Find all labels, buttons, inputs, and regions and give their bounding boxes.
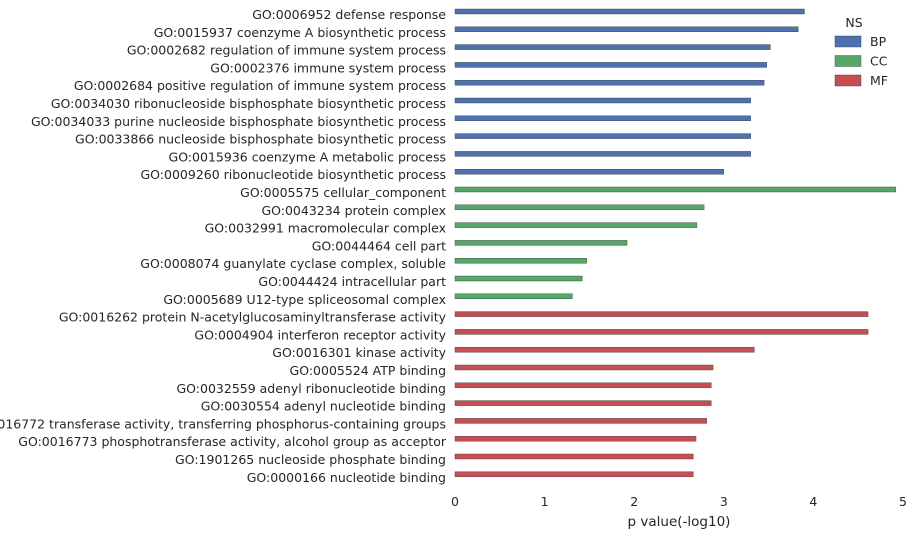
x-tick-label: 5: [899, 494, 907, 509]
category-label: GO:0016301 kinase activity: [272, 345, 446, 360]
bar-cc: [454, 186, 897, 193]
legend-label-bp: BP: [870, 34, 887, 49]
bar-mf: [454, 347, 755, 353]
bar-bp: [454, 97, 751, 104]
category-label: GO:0005524 ATP binding: [290, 363, 446, 378]
category-label: GO:0009260 ribonucleotide biosynthetic p…: [140, 167, 446, 182]
bar-bp: [454, 62, 768, 68]
category-label: GO:0005575 cellular_component: [240, 185, 446, 200]
bar-bp: [454, 115, 751, 122]
category-label: GO:0030554 adenyl nucleotide binding: [201, 399, 446, 414]
bar-cc: [454, 258, 587, 264]
bars-group: [454, 8, 897, 477]
category-label: GO:0005689 U12-type spliceosomal complex: [163, 292, 446, 307]
legend-label-cc: CC: [870, 54, 888, 69]
bar-bp: [454, 168, 724, 175]
category-label: GO:0015936 coenzyme A metabolic process: [169, 149, 446, 164]
category-label: GO:0034030 ribonucleoside bisphosphate b…: [51, 96, 446, 111]
bar-bp: [454, 44, 771, 50]
x-tick-label: 4: [809, 494, 817, 509]
legend-label-mf: MF: [870, 73, 888, 88]
bar-cc: [454, 240, 628, 246]
bar-cc: [454, 204, 705, 211]
category-label: GO:0006952 defense response: [252, 7, 446, 22]
bar-cc: [454, 275, 583, 282]
legend-title: NS: [845, 15, 862, 30]
bar-mf: [454, 471, 694, 477]
category-label: GO:0044464 cell part: [312, 238, 446, 253]
category-label: GO:0016262 protein N-acetylglucosaminylt…: [59, 310, 447, 325]
category-label: GO:0015937 coenzyme A biosynthetic proce…: [154, 25, 446, 40]
legend-entries: BP CC MF: [834, 34, 888, 88]
category-label: GO:0044424 intracellular part: [258, 274, 446, 289]
category-label: GO:0004904 interferon receptor activity: [194, 327, 446, 342]
category-label: GO:0034033 purine nucleoside bisphosphat…: [31, 114, 446, 129]
bar-mf: [454, 329, 869, 335]
category-label: GO:0000166 nucleotide binding: [247, 470, 446, 485]
bar-bp: [454, 151, 751, 157]
category-label: GO:1901265 nucleoside phosphate binding: [175, 452, 446, 467]
bar-cc: [454, 293, 573, 299]
x-tick-label: 1: [541, 494, 549, 509]
bar-mf: [454, 418, 707, 424]
category-label: GO:0016772 transferase activity, transfe…: [0, 416, 446, 431]
category-label: GO:0032991 macromolecular complex: [205, 221, 446, 236]
category-label: GO:0033866 nucleoside bisphosphate biosy…: [75, 132, 446, 147]
legend-swatch-cc: [834, 55, 862, 67]
category-label: GO:0043234 protein complex: [261, 203, 446, 218]
x-tick-label: 3: [720, 494, 728, 509]
category-label: GO:0016773 phosphotransferase activity, …: [18, 434, 447, 449]
category-label: GO:0032559 adenyl ribonucleotide binding: [176, 381, 446, 396]
category-labels: GO:0006952 defense response GO:0015937 co…: [0, 7, 447, 485]
x-tick-label: 2: [630, 494, 638, 509]
bar-mf: [454, 400, 712, 406]
category-label: GO:0002376 immune system process: [210, 60, 446, 75]
bar-bp: [454, 26, 799, 32]
bar-mf: [454, 364, 714, 371]
bar-mf: [454, 436, 697, 442]
legend-swatch-bp: [834, 35, 862, 48]
bar-bp: [454, 133, 751, 139]
x-tick-label: 0: [451, 494, 459, 509]
bar-mf: [454, 453, 694, 460]
legend: NS BP CC MF: [834, 15, 888, 88]
bar-bp: [454, 79, 765, 86]
bar-bp: [454, 8, 805, 15]
bar-mf: [454, 382, 712, 388]
category-label: GO:0002684 positive regulation of immune…: [74, 78, 446, 93]
x-axis-label: p value(-log10): [628, 514, 731, 530]
legend-swatch-mf: [834, 74, 862, 87]
category-label: GO:0002682 regulation of immune system p…: [127, 43, 446, 58]
category-label: GO:0008074 guanylate cyclase complex, so…: [140, 256, 446, 271]
x-axis-ticks: 0 1 2 3 4 5: [451, 494, 907, 509]
bar-cc: [454, 222, 698, 228]
bar-mf: [454, 311, 869, 317]
